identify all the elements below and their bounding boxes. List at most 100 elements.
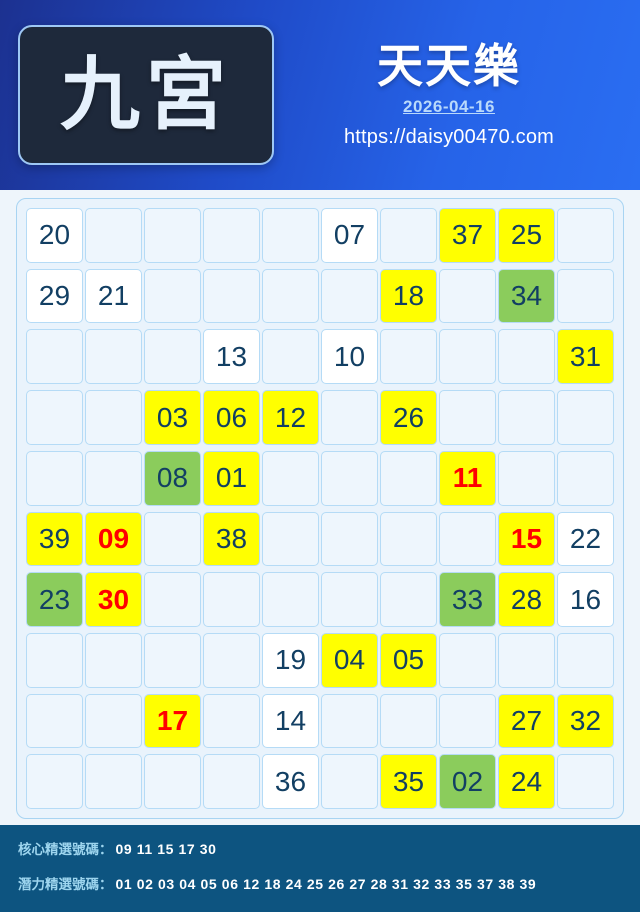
grid-cell-13[interactable]: 13 — [203, 329, 260, 385]
grid-cell-39[interactable]: 39 — [26, 511, 83, 567]
potential-numbers-values: 01 02 03 04 05 06 12 18 24 25 26 27 28 3… — [115, 876, 537, 893]
grid-cell-empty — [262, 511, 319, 567]
grid-cell-16[interactable]: 16 — [557, 572, 614, 627]
core-numbers-values: 09 11 15 17 30 — [115, 841, 217, 858]
grid-cell-empty — [203, 633, 260, 688]
grid-cell-18[interactable]: 18 — [380, 268, 437, 324]
grid-cell-32[interactable]: 32 — [557, 693, 614, 749]
grid-cell-empty — [85, 208, 142, 263]
grid-cell-19[interactable]: 19 — [262, 633, 319, 688]
grid-cell-33[interactable]: 33 — [439, 572, 496, 627]
draw-date[interactable]: 2026-04-16 — [403, 96, 495, 116]
grid-cell-empty — [26, 754, 83, 810]
grid-cell-30[interactable]: 30 — [85, 572, 142, 627]
header-info: 天天樂 2026-04-16 https://daisy00470.com — [274, 41, 618, 149]
grid-cell-27[interactable]: 27 — [498, 693, 555, 749]
grid-cell-empty — [144, 268, 201, 324]
grid-cell-36[interactable]: 36 — [262, 754, 319, 810]
grid-cell-empty — [262, 268, 319, 324]
grid-cell-01[interactable]: 01 — [203, 450, 260, 506]
grid-cell-09[interactable]: 09 — [85, 511, 142, 567]
grid-cell-empty — [321, 754, 378, 810]
logo-badge: 九宮 — [18, 25, 274, 165]
grid-cell-28[interactable]: 28 — [498, 572, 555, 627]
core-numbers-label: 核心精選號碼： — [18, 842, 113, 859]
grid-cell-empty — [85, 450, 142, 506]
page-footer: 核心精選號碼： 09 11 15 17 30 潛力精選號碼： 01 02 03 … — [0, 825, 640, 912]
grid-cell-empty — [321, 693, 378, 749]
grid-cell-empty — [262, 572, 319, 627]
grid-cell-empty — [26, 329, 83, 385]
core-numbers-line: 核心精選號碼： 09 11 15 17 30 — [18, 839, 622, 861]
grid-cell-03[interactable]: 03 — [144, 390, 201, 445]
grid-cell-empty — [203, 693, 260, 749]
grid-cell-empty — [26, 693, 83, 749]
grid-cell-04[interactable]: 04 — [321, 633, 378, 688]
grid-cell-empty — [144, 208, 201, 263]
grid-cell-22[interactable]: 22 — [557, 511, 614, 567]
grid-cell-21[interactable]: 21 — [85, 268, 142, 324]
grid-cell-empty — [557, 633, 614, 688]
grid-cell-empty — [85, 754, 142, 810]
grid-cell-29[interactable]: 29 — [26, 268, 83, 324]
grid-cell-35[interactable]: 35 — [380, 754, 437, 810]
grid-cell-empty — [203, 208, 260, 263]
grid-cell-06[interactable]: 06 — [203, 390, 260, 445]
grid-cell-empty — [144, 511, 201, 567]
grid-cell-empty — [380, 208, 437, 263]
grid-cell-20[interactable]: 20 — [26, 208, 83, 263]
grid-cell-empty — [439, 693, 496, 749]
grid-cell-empty — [498, 633, 555, 688]
grid-cell-empty — [380, 511, 437, 567]
grid-cell-empty — [203, 572, 260, 627]
grid-cell-34[interactable]: 34 — [498, 268, 555, 324]
grid-cell-empty — [144, 754, 201, 810]
grid-cell-11[interactable]: 11 — [439, 450, 496, 506]
grid-cell-23[interactable]: 23 — [26, 572, 83, 627]
grid-cell-empty — [498, 450, 555, 506]
grid-cell-10[interactable]: 10 — [321, 329, 378, 385]
grid-cell-empty — [380, 572, 437, 627]
grid-cell-empty — [439, 329, 496, 385]
grid-cell-empty — [321, 268, 378, 324]
grid-cell-15[interactable]: 15 — [498, 511, 555, 567]
grid-cell-17[interactable]: 17 — [144, 693, 201, 749]
grid-cell-empty — [321, 511, 378, 567]
grid-cell-empty — [557, 390, 614, 445]
grid-cell-empty — [26, 633, 83, 688]
grid-cell-12[interactable]: 12 — [262, 390, 319, 445]
grid-cell-empty — [144, 329, 201, 385]
grid-cell-02[interactable]: 02 — [439, 754, 496, 810]
grid-cell-empty — [203, 754, 260, 810]
grid-cell-31[interactable]: 31 — [557, 329, 614, 385]
number-grid: 20 07 37 25 29 21 18 34 13 10 31 03 06 12 26 08 01 11 39 09… — [16, 198, 624, 820]
grid-cell-38[interactable]: 38 — [203, 511, 260, 567]
grid-cell-37[interactable]: 37 — [439, 208, 496, 263]
grid-cell-empty — [557, 450, 614, 506]
grid-cell-empty — [262, 208, 319, 263]
grid-cell-26[interactable]: 26 — [380, 390, 437, 445]
grid-cell-08[interactable]: 08 — [144, 450, 201, 506]
grid-cell-empty — [439, 268, 496, 324]
grid-cell-empty — [85, 633, 142, 688]
grid-cell-empty — [26, 450, 83, 506]
grid-cell-empty — [439, 390, 496, 445]
grid-cell-empty — [380, 329, 437, 385]
grid-cell-14[interactable]: 14 — [262, 693, 319, 749]
site-url[interactable]: https://daisy00470.com — [343, 125, 555, 148]
grid-cell-empty — [85, 390, 142, 445]
grid-cell-empty — [262, 450, 319, 506]
grid-cell-empty — [26, 390, 83, 445]
grid-cell-empty — [321, 572, 378, 627]
grid-cell-empty — [498, 329, 555, 385]
grid-cell-05[interactable]: 05 — [380, 633, 437, 688]
grid-cell-empty — [439, 511, 496, 567]
grid-cell-25[interactable]: 25 — [498, 208, 555, 263]
grid-cell-empty — [557, 754, 614, 810]
grid-cell-07[interactable]: 07 — [321, 208, 378, 263]
grid-cell-empty — [557, 208, 614, 263]
grid-cell-24[interactable]: 24 — [498, 754, 555, 810]
grid-cell-empty — [439, 633, 496, 688]
grid-cell-empty — [321, 390, 378, 445]
grid-cell-empty — [262, 329, 319, 385]
